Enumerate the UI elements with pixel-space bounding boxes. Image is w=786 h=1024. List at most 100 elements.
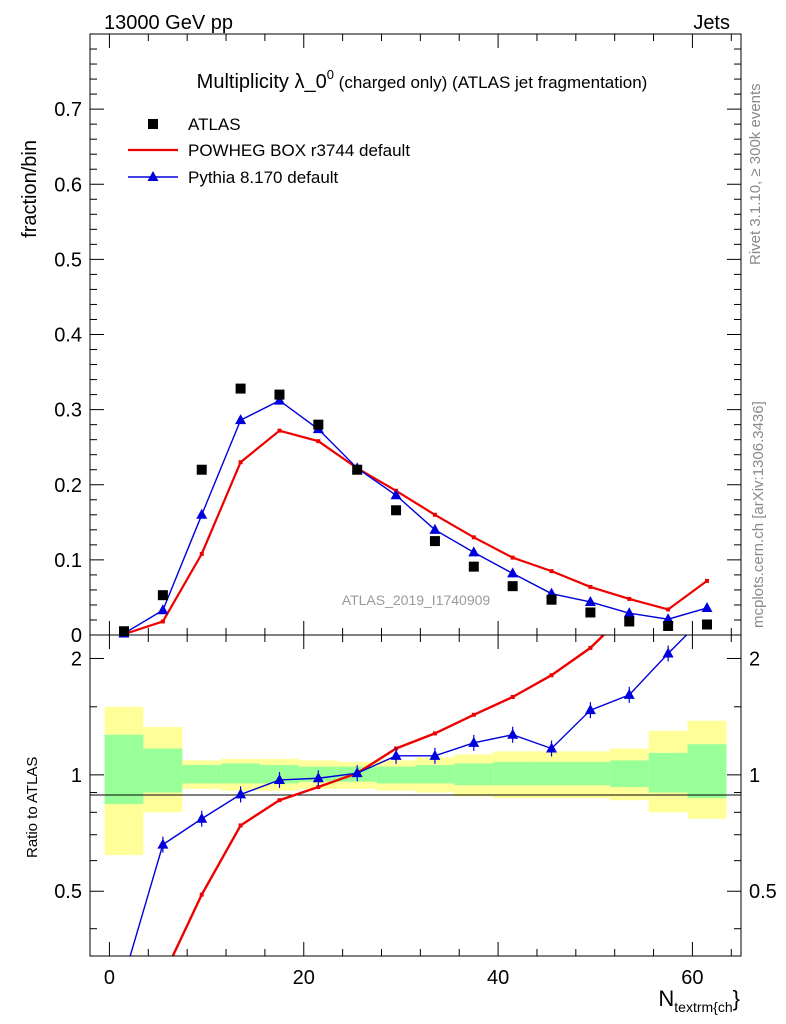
ratio-xaxis: 0 20 40 60	[104, 635, 732, 989]
main-xaxis-ticks	[108, 34, 732, 635]
main-ytick-label: 0.7	[54, 99, 82, 121]
pythia-ratio-point	[429, 749, 441, 760]
xaxis-label-main: N	[658, 986, 674, 1011]
atlas-point	[157, 590, 168, 601]
ratio-xtick-label: 60	[681, 967, 703, 989]
pythia-ratio-point	[157, 838, 169, 849]
pythia-ratio-point	[546, 742, 558, 753]
legend-pythia-marker	[147, 171, 159, 181]
powheg-point	[627, 596, 632, 601]
main-ytick-label: 0.4	[54, 325, 82, 347]
legend-label-powheg-box-r3744-default: POWHEG BOX r3744 default	[188, 141, 410, 160]
ratio-ytick-label: 2	[71, 648, 82, 670]
ratio-band-green	[415, 765, 455, 784]
ratio-band-green	[493, 761, 533, 786]
powheg-ratio-point	[510, 694, 515, 699]
ratio-band-green	[648, 752, 688, 793]
pythia-ratio-point	[235, 788, 247, 799]
pythia-point	[507, 567, 519, 578]
ratio-yaxis: 0.5 0.5 1 1 2 2	[54, 648, 777, 930]
atlas-point	[468, 561, 479, 572]
pythia-point	[196, 508, 208, 519]
main-ytick-label: 0.6	[54, 174, 82, 196]
ratio-ytick-label-right: 1	[749, 765, 760, 787]
ratio-ytick-label-right: 0.5	[749, 881, 777, 903]
powheg-ratio-point	[238, 823, 243, 828]
main-panel: 0 0.1 0.2 0.3 0.4 0.5 0.6 0.7 fraction/bin Mult…	[19, 33, 742, 647]
atlas-point	[701, 619, 712, 630]
pythia-point	[468, 546, 480, 557]
atlas-point	[352, 464, 363, 475]
ratio-band-green	[376, 766, 416, 784]
atlas-point	[196, 464, 207, 475]
pythia-ratio-line	[129, 635, 688, 956]
ratio-marks	[119, 598, 688, 981]
powheg-ratio-point	[161, 975, 165, 979]
powheg-ratio-point	[432, 731, 437, 736]
mcplots-label: mcplots.cern.ch [arXiv:1306.3436]	[750, 401, 767, 628]
legend-label-pythia-8-170-default: Pythia 8.170 default	[188, 168, 339, 187]
analysis-watermark: ATLAS_2019_I1740909	[342, 592, 491, 608]
pythia-ratio-point	[312, 772, 324, 783]
xaxis-label-close: }	[733, 986, 740, 1011]
pythia-ratio-point	[662, 647, 674, 658]
chart-title-suffix: (charged only) (ATLAS jet fragmentation)	[334, 73, 647, 92]
pythia-point	[429, 523, 441, 534]
atlas-point	[235, 383, 246, 394]
powheg-point	[432, 512, 437, 517]
powheg-point	[549, 569, 554, 574]
powheg-ratio-point	[666, 598, 670, 602]
atlas-point	[546, 594, 557, 605]
pythia-ratio-point	[119, 971, 130, 981]
xaxis-label: Ntextrm{ch}	[658, 986, 740, 1015]
pythia-ratio-point	[468, 736, 480, 747]
pythia-ratio-point	[273, 773, 285, 784]
ratio-clipped-marks	[119, 598, 688, 981]
powheg-point	[588, 584, 593, 589]
pythia-ratio-point	[623, 688, 635, 699]
powheg-point	[277, 428, 282, 433]
chart-title: Multiplicity λ_00 (charged only) (ATLAS …	[197, 67, 648, 93]
atlas-point	[429, 536, 440, 547]
ratio-band-green	[104, 734, 144, 805]
powheg-point	[199, 551, 204, 556]
legend: ATLAS POWHEG BOX r3744 default Pythia 8.17…	[128, 115, 410, 187]
ratio-band-green	[143, 748, 183, 793]
pythia-ratio-point	[390, 749, 402, 760]
powheg-ratio-point	[277, 798, 282, 803]
main-marks	[118, 383, 713, 638]
powheg-ratio-point	[588, 645, 593, 650]
powheg-point	[316, 439, 321, 444]
pythia-point	[662, 613, 674, 624]
chart-title-main: Multiplicity λ_0	[197, 71, 327, 93]
powheg-point	[160, 619, 165, 624]
ratio-ytick-label: 0.5	[54, 881, 82, 903]
main-ylabel: fraction/bin	[19, 140, 41, 238]
ratio-panel: 0.5 0.5 1 1 2 2 0 20 40 60 Ratio to ATLAS Ntextr…	[24, 598, 777, 1015]
pythia-ratio-point	[351, 767, 363, 778]
atlas-point	[624, 616, 635, 627]
pythia-point	[273, 394, 285, 405]
pythia-point	[701, 601, 713, 612]
ratio-xtick-label: 20	[293, 967, 315, 989]
ratio-ytick-label: 1	[71, 765, 82, 787]
pythia-point	[390, 489, 402, 500]
ratio-frame	[89, 634, 742, 957]
atlas-point	[663, 620, 674, 631]
legend-atlas-marker	[148, 119, 158, 129]
ratio-band-green	[687, 744, 727, 799]
powheg-ratio-point	[471, 712, 476, 717]
pythia-point	[157, 604, 169, 615]
powheg-point	[704, 578, 709, 583]
main-ytick-label: 0.5	[54, 249, 82, 271]
ratio-band-green	[454, 763, 494, 786]
atlas-point	[119, 626, 130, 637]
atlas-point	[585, 607, 596, 618]
jets-label: Jets	[693, 12, 730, 34]
ratio-uncertainty-bands	[104, 706, 727, 856]
main-yaxis: 0 0.1 0.2 0.3 0.4 0.5 0.6 0.7	[54, 48, 741, 647]
ratio-ytick-label-right: 2	[749, 648, 760, 670]
powheg-ratio-point	[199, 892, 204, 897]
ratio-band-green	[532, 761, 571, 786]
